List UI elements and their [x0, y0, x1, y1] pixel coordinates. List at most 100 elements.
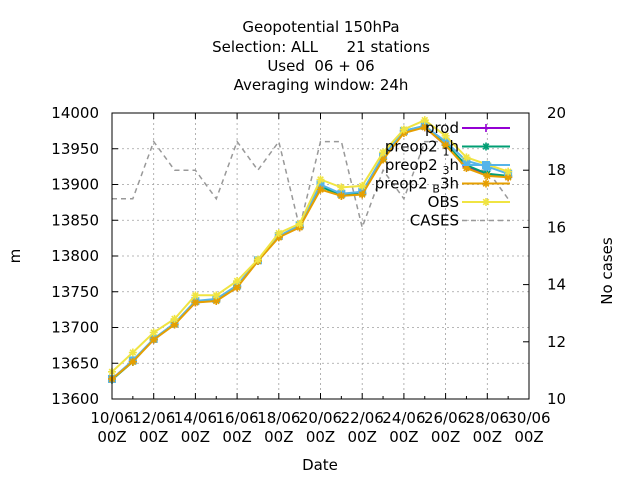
x-tick-label-time: 00Z — [431, 428, 460, 446]
data-point — [212, 291, 221, 300]
marker-star — [399, 125, 408, 134]
data-point — [441, 131, 450, 140]
data-point — [170, 320, 179, 329]
series-layer — [108, 116, 513, 384]
x-tick-label-time: 00Z — [306, 428, 335, 446]
x-tick-label: 12/06 — [132, 409, 175, 427]
data-point — [295, 219, 304, 228]
marker-star — [482, 142, 490, 151]
x-tick-label: 18/06 — [257, 409, 300, 427]
y2-tick-label: 16 — [547, 218, 566, 236]
legend-label: preop2 3h — [385, 156, 459, 177]
title-line-3: Used 06 + 06 — [267, 57, 374, 75]
x-tick-label: 30/06 — [507, 409, 550, 427]
data-point — [191, 291, 200, 300]
x-tick-label: 14/06 — [174, 409, 217, 427]
legend-entry: preop2 3h — [385, 156, 510, 177]
data-point — [253, 255, 262, 264]
data-point — [504, 173, 513, 182]
data-point — [379, 155, 388, 164]
legend-entry: preop2 1h — [385, 138, 510, 159]
data-point — [316, 175, 325, 184]
data-point — [128, 357, 137, 366]
y2-tick-label: 20 — [547, 104, 566, 122]
marker-star — [379, 155, 388, 164]
data-point — [358, 190, 367, 199]
marker-star — [316, 175, 325, 184]
marker-plus — [482, 124, 490, 132]
marker-star — [482, 179, 490, 188]
marker-star — [274, 233, 283, 242]
marker-star — [504, 173, 513, 182]
marker-star — [358, 181, 367, 190]
data-point — [358, 181, 367, 190]
legend-marker — [482, 161, 490, 169]
y2-tick-label: 12 — [547, 333, 566, 351]
x-tick-label: 28/06 — [466, 409, 509, 427]
x-tick-label-time: 00Z — [348, 428, 377, 446]
y-tick-label: 13850 — [51, 211, 99, 229]
y2-tick-label: 10 — [547, 390, 566, 408]
data-point — [233, 277, 242, 286]
x-tick-label: 26/06 — [424, 409, 467, 427]
series-line — [111, 126, 509, 380]
y-tick-label: 13900 — [51, 176, 99, 194]
y-tick-label: 13750 — [51, 283, 99, 301]
legend-label: OBS — [428, 193, 459, 211]
data-point — [149, 328, 158, 337]
data-point — [316, 185, 325, 194]
x-tick-label: 16/06 — [215, 409, 258, 427]
data-point — [462, 153, 471, 162]
data-point — [337, 191, 346, 200]
marker-star — [441, 131, 450, 140]
marker-star — [233, 277, 242, 286]
title-line-1: Geopotential 150hPa — [242, 18, 399, 36]
marker-star — [462, 164, 471, 173]
data-point — [483, 171, 492, 180]
legend-entry: CASES — [410, 212, 510, 230]
legend-label: CASES — [410, 212, 459, 230]
legend-entry: prod — [425, 119, 510, 137]
marker-box — [482, 161, 490, 169]
plot-frame — [111, 112, 530, 400]
marker-star — [233, 283, 242, 292]
x-tick-label: 24/06 — [382, 409, 425, 427]
title: Geopotential 150hPa Selection: ALL 21 st… — [212, 18, 430, 94]
legend-entry: OBS — [428, 193, 510, 211]
x-tick-label-time: 00Z — [514, 428, 543, 446]
marker-star — [483, 171, 492, 180]
series-obs — [108, 116, 513, 376]
marker-star — [191, 298, 200, 307]
marker-star — [316, 185, 325, 194]
marker-star — [170, 314, 179, 323]
y2-tick-label: 14 — [547, 276, 566, 294]
y-tick-label: 13650 — [51, 354, 99, 372]
data-point — [170, 314, 179, 323]
series-line — [111, 119, 509, 373]
y-tick-label: 14000 — [51, 104, 99, 122]
x-tick-label-time: 00Z — [264, 428, 293, 446]
y-tick-label: 13800 — [51, 247, 99, 265]
legend-marker — [482, 179, 490, 188]
y-axis-label: m — [6, 249, 24, 264]
marker-star — [212, 291, 221, 300]
legend-marker — [482, 124, 490, 132]
data-point — [274, 229, 283, 238]
x-tick-label: 20/06 — [299, 409, 342, 427]
y2-axis-label: No cases — [598, 237, 616, 305]
marker-star — [128, 348, 137, 357]
marker-star — [379, 148, 388, 157]
data-point — [233, 283, 242, 292]
data-point — [212, 297, 221, 306]
marker-star — [191, 291, 200, 300]
marker-star — [482, 198, 490, 206]
marker-star — [420, 116, 429, 125]
legend-marker — [482, 142, 490, 151]
marker-star — [149, 335, 158, 344]
x-axis-label: Date — [302, 456, 338, 474]
x-tick-label-time: 00Z — [139, 428, 168, 446]
y-tick-label: 13950 — [51, 140, 99, 158]
data-point — [274, 233, 283, 242]
marker-star — [462, 153, 471, 162]
